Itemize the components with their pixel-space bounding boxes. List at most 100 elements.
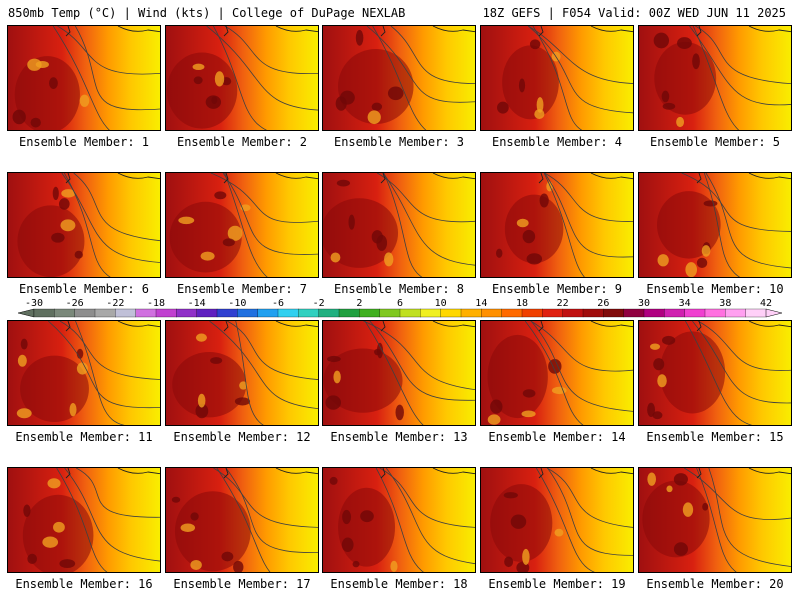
member-caption: Ensemble Member: 12	[173, 430, 311, 444]
colorbar-tick-label: -30	[25, 298, 43, 309]
temperature-blob	[59, 559, 76, 569]
temperature-blob	[221, 551, 234, 562]
height-contour-line	[697, 321, 791, 371]
temperature-blob	[661, 90, 670, 103]
map-boundary-line	[538, 321, 633, 332]
temperature-map	[8, 173, 160, 277]
member-caption: Ensemble Member: 2	[176, 135, 308, 149]
map-boundary-line	[65, 26, 160, 37]
colorbar-segment	[481, 308, 503, 318]
height-contour-line	[544, 173, 633, 258]
colorbar-tick-label: 10	[435, 298, 447, 309]
colorbar-segment	[33, 308, 55, 318]
hot-core-region	[174, 491, 251, 572]
temperature-map	[166, 468, 318, 572]
temperature-blob	[534, 109, 545, 119]
height-contour-line	[689, 26, 791, 106]
temperature-blob	[703, 200, 718, 207]
temperature-blob	[677, 37, 692, 50]
colorbar-segment	[420, 308, 442, 318]
height-contour-line	[703, 173, 741, 277]
colorbar-segment	[318, 308, 340, 318]
temperature-blob	[193, 76, 203, 85]
temperature-blob	[27, 58, 42, 71]
temperature-map	[166, 26, 318, 130]
height-contour-line	[213, 468, 318, 528]
temperature-map	[166, 321, 318, 425]
colorbar-tick-label: 14	[475, 298, 487, 309]
temperature-blob	[171, 496, 181, 503]
colorbar-segment	[623, 308, 645, 318]
temperature-blob	[23, 504, 31, 517]
colorbar-segment	[115, 308, 137, 318]
member-caption: Ensemble Member: 18	[330, 577, 468, 591]
colorbar-segment	[521, 308, 543, 318]
temperature-blob	[371, 102, 383, 111]
temperature-blob	[374, 348, 382, 356]
temperature-blob	[76, 362, 88, 375]
temperature-blob	[227, 225, 243, 241]
temperature-blob	[666, 485, 673, 493]
temperature-blob	[490, 399, 503, 414]
colorbar-tick-label: 26	[597, 298, 609, 309]
temperature-blob	[554, 528, 564, 537]
temperature-blob	[702, 502, 709, 511]
temperature-blob	[355, 29, 364, 46]
member-map-panel	[480, 467, 634, 573]
member-caption: Ensemble Member: 7	[176, 282, 308, 296]
colorbar-tick-label: -2	[313, 298, 325, 309]
colorbar-tick-label: 18	[516, 298, 528, 309]
colorbar-segment	[135, 308, 157, 318]
temperature-blob	[180, 523, 196, 532]
colorbar-tick-label: -10	[228, 298, 246, 309]
height-contour-line	[696, 468, 737, 572]
temperature-map	[323, 468, 475, 572]
temperature-blob	[58, 198, 70, 210]
height-contour-line	[75, 321, 160, 425]
height-contour-line	[376, 173, 475, 223]
height-contour-line	[544, 173, 633, 222]
map-boundary-line	[223, 26, 318, 37]
temperature-map	[481, 468, 633, 572]
colorbar-segment	[745, 308, 767, 318]
temperature-map	[639, 173, 791, 277]
height-contour-line	[209, 321, 318, 409]
temperature-blob	[16, 408, 32, 419]
temperature-map	[323, 26, 475, 130]
temperature-blob	[518, 78, 526, 93]
member-caption: Ensemble Member: 4	[491, 135, 623, 149]
temperature-blob	[222, 238, 235, 247]
temperature-blob	[211, 96, 218, 105]
colorbar-segment	[643, 308, 665, 318]
member-caption: Ensemble Member: 6	[18, 282, 150, 296]
colorbar-segment	[338, 308, 360, 318]
member-caption: Ensemble Member: 16	[15, 577, 153, 591]
temperature-blob	[662, 335, 676, 345]
temperature-map	[639, 26, 791, 130]
colorbar-segment	[501, 308, 523, 318]
colorbar-tick-label: -18	[147, 298, 165, 309]
map-boundary-line	[380, 173, 475, 184]
height-contour-line	[226, 321, 318, 380]
member-map-panel	[7, 320, 161, 426]
temperature-blob	[200, 251, 215, 261]
temperature-blob	[390, 560, 398, 572]
member-caption: Ensemble Member: 3	[333, 135, 465, 149]
height-contour-line	[64, 468, 160, 562]
temperature-colorbar: -30 -26 -22 -18 -14 -10 -6 -2 2 6 10 14 18 22 26 30 34 38…	[17, 298, 783, 318]
temperature-blob	[647, 402, 656, 418]
height-contour-line	[530, 321, 633, 372]
temperature-blob	[673, 473, 688, 486]
height-contour-line	[372, 26, 427, 130]
temperature-blob	[652, 411, 663, 420]
map-boundary-line	[696, 26, 791, 37]
colorbar-tick-label: 30	[638, 298, 650, 309]
height-contour-line	[383, 173, 423, 277]
temperature-blob	[529, 39, 541, 50]
colorbar-segment	[684, 308, 706, 318]
colorbar-tick-label: 42	[760, 298, 772, 309]
height-contour-line	[75, 26, 160, 111]
temperature-blob	[190, 512, 199, 521]
height-contour-line	[224, 26, 318, 75]
colorbar-segment	[74, 308, 96, 318]
